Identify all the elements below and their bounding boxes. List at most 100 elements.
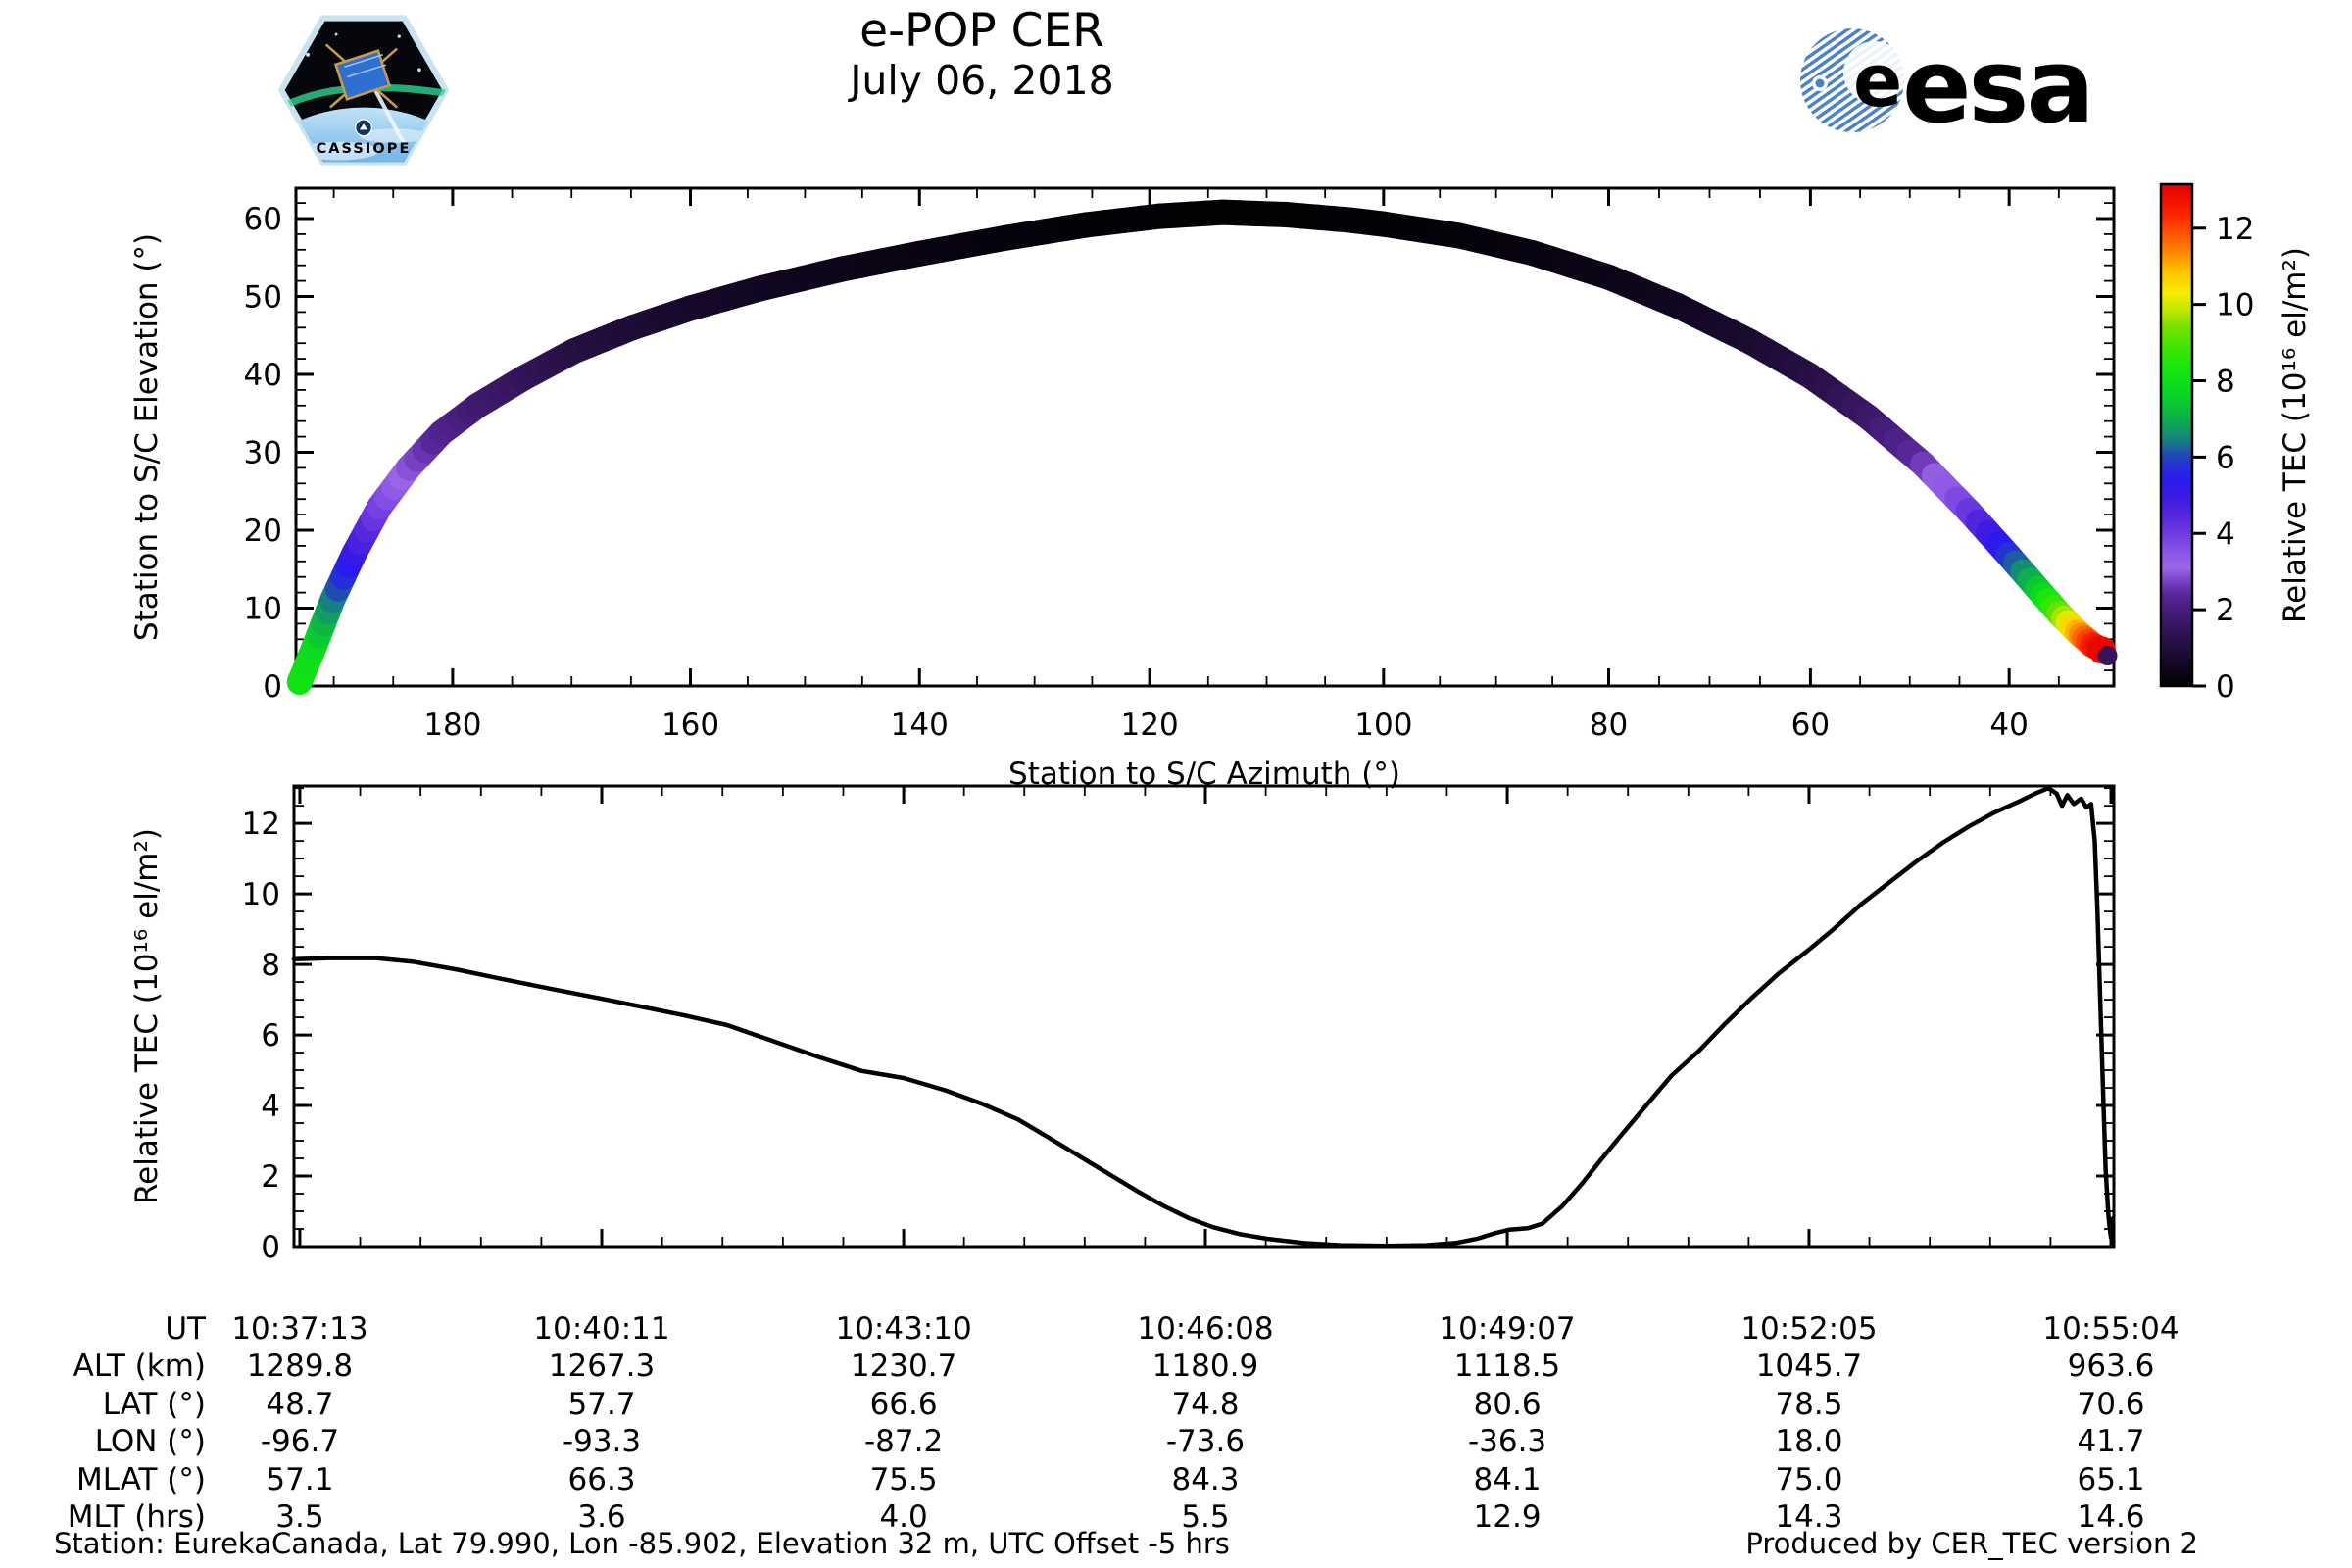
top-x-tick-label: 180 [423, 708, 481, 743]
table-cell: 66.3 [567, 1462, 636, 1497]
table-cell: 84.3 [1171, 1462, 1240, 1497]
table-cell: 84.1 [1473, 1462, 1542, 1497]
table-cell: 1118.5 [1453, 1348, 1561, 1384]
table-cell: -73.6 [1165, 1424, 1246, 1459]
pass-end-marker [2097, 645, 2118, 665]
esa-wordmark: esa [1902, 26, 2092, 139]
produced-by: Produced by CER_TEC version 2 [1745, 1527, 2198, 1560]
colorbar [2159, 182, 2194, 688]
table-cell: 14.3 [1775, 1499, 1843, 1535]
table-cell: 48.7 [266, 1387, 334, 1422]
bottom-y-tick-label: 6 [261, 1018, 280, 1054]
table-cell: 4.0 [879, 1499, 928, 1535]
esa-globe-e: e [1853, 39, 1902, 123]
page-title: e-POP CER [859, 4, 1104, 58]
table-cell: 1045.7 [1755, 1348, 1863, 1384]
table-cell: 57.1 [266, 1462, 334, 1497]
table-cell: 1289.8 [246, 1348, 354, 1384]
cassiope-patch-icon: CASSIOPE [277, 15, 450, 166]
table-cell: 1230.7 [850, 1348, 957, 1384]
page-date: July 06, 2018 [850, 57, 1114, 104]
table-cell: 1180.9 [1152, 1348, 1259, 1384]
top-yaxis-title: Station to S/C Elevation (°) [129, 233, 165, 641]
table-row-label: LON (°) [94, 1424, 206, 1459]
table-cell: 41.7 [2077, 1424, 2145, 1459]
top-x-tick-label: 40 [1989, 708, 2028, 743]
table-cell: 57.7 [567, 1387, 636, 1422]
table-cell: 70.6 [2077, 1387, 2145, 1422]
top-y-tick-label: 60 [244, 202, 282, 237]
top-x-tick-label: 160 [662, 708, 719, 743]
top-x-tick-label: 120 [1121, 708, 1179, 743]
table-cell: 1267.3 [548, 1348, 656, 1384]
table-cell: 10:52:05 [1740, 1311, 1878, 1347]
table-cell: -96.7 [260, 1424, 340, 1459]
colorbar-tick-label: 8 [2216, 365, 2235, 400]
table-cell: 3.5 [275, 1499, 324, 1535]
top-y-tick-label: 50 [244, 280, 282, 316]
bottom-y-tick-label: 10 [242, 877, 280, 912]
top-xaxis-title: Station to S/C Azimuth (°) [1008, 757, 1400, 792]
colorbar-tick-label: 6 [2216, 440, 2235, 475]
colorbar-title: Relative TEC (10¹⁶ el/m²) [2278, 247, 2313, 623]
table-cell: 963.6 [2067, 1348, 2155, 1384]
bottom-y-tick-label: 0 [261, 1230, 280, 1265]
table-row-label: MLAT (°) [75, 1462, 206, 1497]
title-block: e-POP CER July 06, 2018 [850, 4, 1114, 105]
table-cell: 12.9 [1473, 1499, 1542, 1535]
table-cell: 10:40:11 [533, 1311, 670, 1347]
top-x-tick-label: 60 [1791, 708, 1830, 743]
top-y-tick-label: 40 [244, 358, 282, 393]
patch-satellite [333, 49, 392, 101]
cassiope-mission-patch: CASSIOPE [277, 14, 450, 171]
generated-plot-elements: 180 160 140 120 100 80 60 400102030405060024681… [242, 182, 2254, 1265]
colorbar-tick-label: 0 [2216, 669, 2235, 705]
table-cell: 65.1 [2077, 1462, 2145, 1497]
table-cell: 10:46:08 [1137, 1311, 1274, 1347]
bottom-y-tick-label: 12 [242, 807, 280, 842]
table-cell: -87.2 [863, 1424, 944, 1459]
esa-logo: e esa [1796, 22, 2120, 146]
top-x-tick-label: 80 [1590, 708, 1628, 743]
table-row-label: LAT (°) [102, 1387, 206, 1422]
top-x-tick-label: 100 [1354, 708, 1412, 743]
tec-curve [291, 785, 2116, 1249]
table-cell: 10:37:13 [231, 1311, 368, 1347]
bottom-y-tick-label: 8 [261, 948, 280, 983]
colorbar-tick-label: 4 [2216, 516, 2235, 552]
table-cell: 5.5 [1181, 1499, 1230, 1535]
patch-mission-name: CASSIOPE [317, 141, 412, 157]
table-cell: 78.5 [1775, 1387, 1843, 1422]
table-cell: 10:43:10 [835, 1311, 972, 1347]
table-cell: 74.8 [1171, 1387, 1240, 1422]
table-cell: -36.3 [1467, 1424, 1547, 1459]
patch-beam [371, 85, 407, 145]
colorbar-tick-label: 2 [2216, 593, 2235, 628]
table-cell: 66.6 [869, 1387, 938, 1422]
top-y-tick-label: 10 [244, 592, 282, 627]
table-cell: 14.6 [2077, 1499, 2145, 1535]
table-cell: -93.3 [562, 1424, 642, 1459]
top-y-tick-label: 30 [244, 436, 282, 471]
table-cell: 18.0 [1775, 1424, 1843, 1459]
table-row-label: UT [165, 1311, 206, 1347]
table-row-label: MLT (hrs) [67, 1499, 206, 1535]
table-cell: 75.0 [1775, 1462, 1843, 1497]
colorbar-tick-label: 10 [2216, 288, 2254, 323]
bottom-yaxis-title: Relative TEC (10¹⁶ el/m²) [129, 828, 165, 1204]
top-y-tick-label: 20 [244, 514, 282, 549]
table-cell: 75.5 [869, 1462, 938, 1497]
table-cell: 80.6 [1473, 1387, 1542, 1422]
station-info: Station: EurekaCanada, Lat 79.990, Lon -… [54, 1527, 1230, 1560]
esa-logo-icon: e esa [1800, 26, 2095, 146]
table-row-label: ALT (km) [73, 1348, 206, 1384]
colorbar-tick-label: 12 [2216, 212, 2254, 247]
bottom-y-tick-label: 4 [261, 1089, 280, 1124]
bottom-y-tick-label: 2 [261, 1159, 280, 1195]
table-cell: 3.6 [577, 1499, 626, 1535]
table-cell: 10:55:04 [2042, 1311, 2180, 1347]
table-cell: 10:49:07 [1439, 1311, 1576, 1347]
